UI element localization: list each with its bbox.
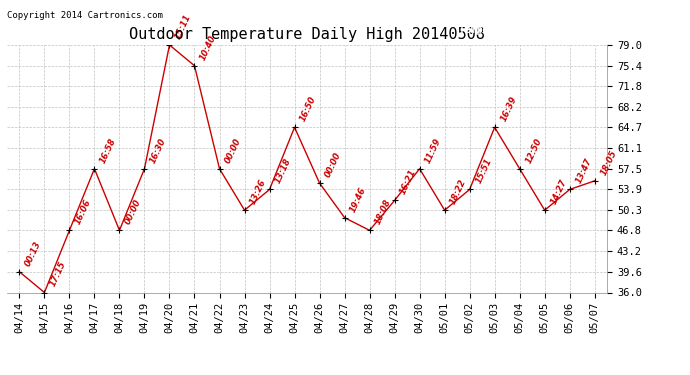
Text: 16:39: 16:39 [499,95,518,123]
Text: 15:11: 15:11 [174,13,193,41]
Text: 10:40: 10:40 [199,33,218,62]
Text: 16:06: 16:06 [74,198,93,226]
Text: 13:26: 13:26 [248,178,268,206]
Text: 16:50: 16:50 [299,95,318,123]
Text: 19:46: 19:46 [348,185,368,213]
Text: 16:58: 16:58 [99,136,118,165]
Text: 13:18: 13:18 [274,157,293,185]
Title: Outdoor Temperature Daily High 20140508: Outdoor Temperature Daily High 20140508 [129,27,485,42]
Text: 00:13: 00:13 [23,240,43,268]
Text: 12:50: 12:50 [524,136,543,165]
Text: 17:15: 17:15 [48,260,68,288]
Text: 14:27: 14:27 [549,178,569,206]
Text: 00:00: 00:00 [224,136,243,165]
Text: 00:00: 00:00 [324,151,343,179]
Text: 16:21: 16:21 [399,168,418,196]
Text: 13:47: 13:47 [574,157,593,185]
Text: 11:59: 11:59 [424,136,443,165]
Text: Copyright 2014 Cartronics.com: Copyright 2014 Cartronics.com [7,11,163,20]
Text: 16:30: 16:30 [148,136,168,165]
Text: 18:05: 18:05 [599,148,618,177]
Text: Temperature  (°F): Temperature (°F) [459,26,559,35]
Text: 18:08: 18:08 [374,198,393,226]
Text: 00:00: 00:00 [124,198,143,226]
Text: 18:22: 18:22 [448,178,469,206]
Text: 15:51: 15:51 [474,157,493,185]
